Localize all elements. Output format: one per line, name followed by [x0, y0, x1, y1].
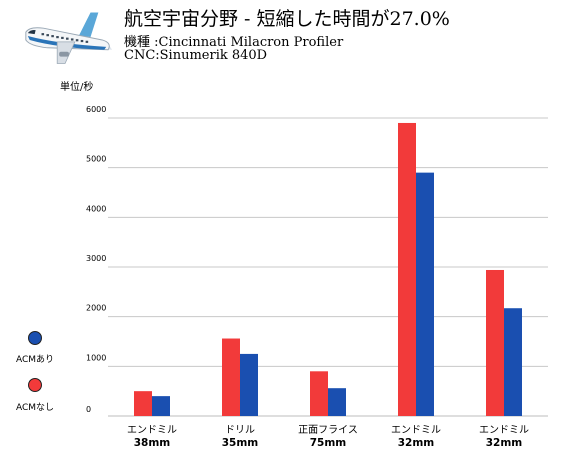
- legend-label-with-acm: ACMあり: [16, 355, 55, 365]
- x-tick-label-size: 38mm: [134, 437, 171, 449]
- legend-swatch-with-acm: [28, 331, 42, 345]
- x-tick-label-size: 75mm: [310, 437, 347, 449]
- bar-with-acm: [152, 396, 170, 416]
- x-tick-label: エンドミル: [127, 425, 177, 436]
- bar-without-acm: [134, 391, 152, 416]
- y-axis-unit-label: 単位/秒: [60, 82, 94, 93]
- y-tick-label: 3000: [86, 254, 106, 263]
- x-tick-label-size: 32mm: [398, 437, 435, 449]
- y-tick-label: 0: [86, 405, 91, 414]
- machine-label: 機種 :Cincinnati Milacron Profiler: [124, 35, 344, 50]
- legend-label-without-acm: ACMなし: [16, 403, 55, 413]
- bar-with-acm: [328, 388, 346, 416]
- x-tick-label-size: 32mm: [486, 437, 523, 449]
- y-tick-label: 1000: [86, 353, 106, 362]
- x-tick-label: エンドミル: [391, 425, 441, 436]
- bar-with-acm: [240, 353, 258, 416]
- cnc-label: CNC:Sinumerik 840D: [124, 48, 268, 63]
- bar-with-acm: [504, 308, 522, 416]
- bar-with-acm: [416, 172, 434, 416]
- airplane-icon: [25, 12, 113, 64]
- x-tick-label-size: 35mm: [222, 437, 259, 449]
- y-tick-label: 4000: [86, 204, 106, 213]
- y-tick-label: 6000: [86, 105, 106, 114]
- x-tick-label: エンドミル: [479, 425, 529, 436]
- legend-swatch-without-acm: [28, 378, 42, 392]
- bar-without-acm: [398, 122, 416, 416]
- chart-title: 航空宇宙分野 - 短縮した時間が27.0%: [124, 8, 450, 30]
- y-tick-label: 5000: [86, 155, 106, 164]
- y-tick-label: 2000: [86, 304, 106, 313]
- bar-without-acm: [310, 371, 328, 416]
- x-tick-label: 正面フライス: [298, 424, 358, 436]
- bar-without-acm: [486, 269, 504, 416]
- x-tick-label: ドリル: [225, 425, 255, 436]
- bar-without-acm: [222, 338, 240, 416]
